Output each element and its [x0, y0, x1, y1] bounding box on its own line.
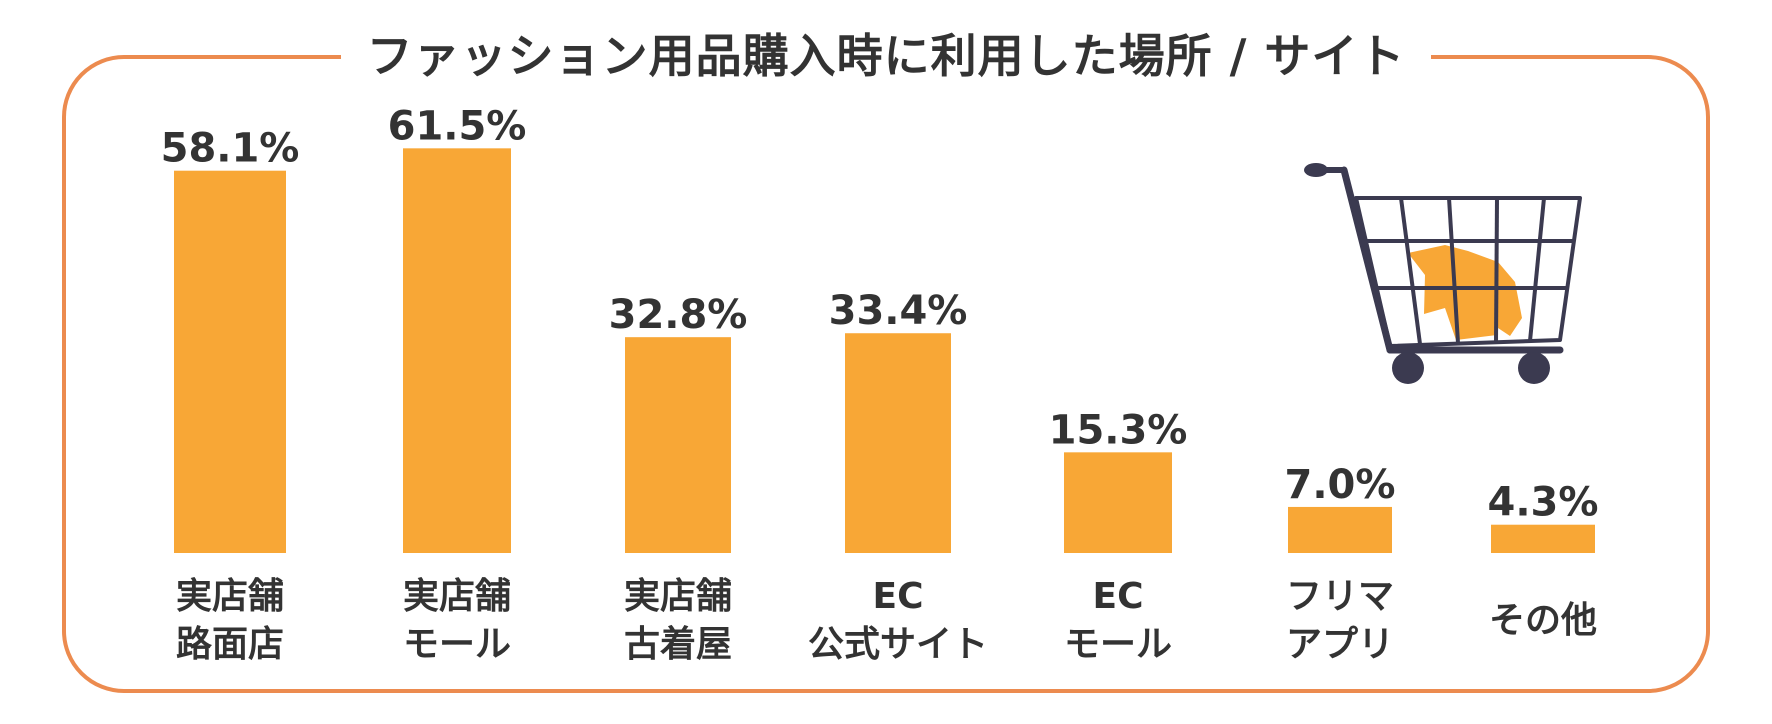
value-label-3: 33.4% — [829, 288, 968, 334]
value-label-6: 4.3% — [1488, 480, 1599, 526]
value-label-5: 7.0% — [1285, 462, 1396, 508]
category-label-4-1: モール — [1064, 624, 1172, 665]
category-label-6-0: その他 — [1489, 600, 1597, 641]
category-label-2-0: 実店舗 — [624, 576, 732, 617]
bar-6 — [1491, 524, 1595, 553]
category-label-4-0: EC — [1092, 576, 1143, 617]
category-label-1-0: 実店舗 — [403, 576, 511, 617]
bar-1 — [403, 148, 511, 553]
category-label-2-1: 古着屋 — [624, 624, 732, 665]
value-label-0: 58.1% — [161, 126, 300, 172]
category-label-1-1: モール — [403, 624, 511, 665]
value-label-2: 32.8% — [609, 292, 748, 338]
bar-5 — [1288, 506, 1392, 553]
bar-0 — [174, 170, 286, 553]
category-label-0-1: 路面店 — [176, 624, 284, 665]
category-label-5-0: フリマ — [1286, 576, 1394, 617]
bar-4 — [1064, 452, 1172, 553]
value-label-4: 15.3% — [1049, 407, 1188, 453]
bar-3 — [845, 333, 951, 553]
shopping-cart-with-sweater-icon — [1304, 163, 1582, 384]
category-label-3-0: EC — [872, 576, 923, 617]
category-label-0-0: 実店舗 — [176, 576, 284, 617]
bar-2 — [625, 337, 731, 553]
category-label-3-1: 公式サイト — [808, 624, 988, 665]
category-label-5-1: アプリ — [1286, 624, 1394, 665]
value-label-1: 61.5% — [388, 103, 527, 149]
